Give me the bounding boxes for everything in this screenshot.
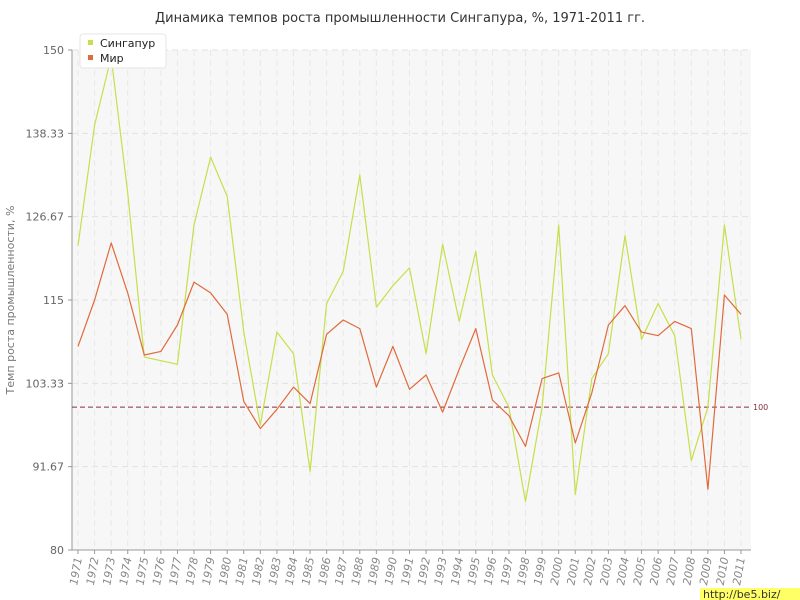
x-tick-label: 1996 [482, 556, 500, 586]
x-tick-label: 1972 [84, 556, 102, 586]
x-tick-label: 2005 [631, 556, 649, 586]
reference-line-group: 100 [72, 403, 768, 412]
legend-label-world[interactable]: Мир [100, 52, 124, 65]
y-tick-label: 91.67 [33, 461, 65, 474]
x-tick-label: 1999 [531, 556, 549, 586]
series-line-world[interactable] [77, 242, 742, 490]
x-tick-label: 2004 [614, 556, 632, 586]
x-tick-label: 1982 [250, 556, 268, 586]
x-tick-label: 1993 [432, 556, 450, 586]
x-tick-label: 1984 [283, 556, 301, 586]
x-tick-label: 2011 [730, 556, 748, 586]
y-tick-label: 138.33 [26, 127, 65, 140]
y-tick-label: 126.67 [26, 211, 65, 224]
x-tick-label: 1981 [233, 556, 251, 586]
series-group [77, 56, 742, 502]
x-tick-label: 2000 [548, 556, 566, 586]
chart-title: Динамика темпов роста промышленности Син… [155, 11, 645, 26]
x-tick-label: 1988 [349, 556, 367, 586]
x-tick-labels: 1971197219731974197519761977197819791980… [67, 550, 748, 586]
watermark-link[interactable]: http://be5.biz/ [703, 588, 781, 600]
x-tick-label: 1995 [465, 556, 483, 586]
x-tick-label: 1998 [515, 556, 533, 586]
x-tick-label: 1975 [134, 556, 152, 586]
x-tick-label: 1986 [316, 556, 334, 586]
legend-swatch-singapore [88, 40, 93, 45]
x-tick-label: 1992 [415, 556, 433, 586]
legend-swatch-world [88, 55, 93, 60]
y-tick-label: 115 [43, 294, 64, 307]
reference-line-label: 100 [753, 403, 768, 412]
x-tick-label: 1971 [67, 556, 85, 586]
x-tick-label: 2003 [598, 556, 616, 586]
y-tick-labels: 80 91.67 103.33 115 126.67 138.33 150 [26, 44, 72, 557]
x-tick-label: 1983 [266, 556, 284, 586]
legend[interactable]: Сингапур Мир [79, 33, 167, 69]
x-tick-label: 2006 [647, 556, 665, 586]
x-tick-label: 1991 [399, 556, 417, 586]
watermark-background [700, 588, 800, 600]
y-tick-label: 103.33 [26, 377, 65, 390]
x-tick-label: 2010 [714, 556, 732, 586]
x-tick-label: 1997 [498, 556, 516, 586]
y-axis-label: Темп роста промышленности, % [4, 206, 17, 396]
x-tick-label: 2009 [697, 556, 715, 586]
x-tick-label: 1976 [150, 556, 168, 586]
x-tick-label: 2001 [565, 556, 583, 586]
x-tick-label: 2008 [681, 556, 699, 586]
legend-label-singapore[interactable]: Сингапур [100, 37, 155, 50]
x-tick-label: 1974 [117, 556, 135, 586]
series-line-singapore[interactable] [77, 56, 742, 502]
x-tick-label: 2002 [581, 556, 599, 586]
x-tick-label: 1973 [100, 556, 118, 586]
x-tick-label: 1989 [366, 556, 384, 586]
x-tick-label: 1987 [332, 556, 350, 586]
x-tick-label: 2007 [664, 556, 682, 586]
x-tick-label: 1985 [299, 556, 317, 586]
y-tick-label: 150 [43, 44, 64, 57]
x-tick-label: 1978 [183, 556, 201, 586]
x-tick-label: 1977 [167, 556, 185, 586]
x-tick-label: 1990 [382, 556, 400, 586]
x-tick-label: 1994 [449, 556, 467, 586]
y-tick-label: 80 [50, 544, 64, 557]
x-tick-label: 1980 [216, 556, 234, 586]
legend-box [79, 33, 167, 69]
x-tick-label: 1979 [200, 556, 218, 586]
